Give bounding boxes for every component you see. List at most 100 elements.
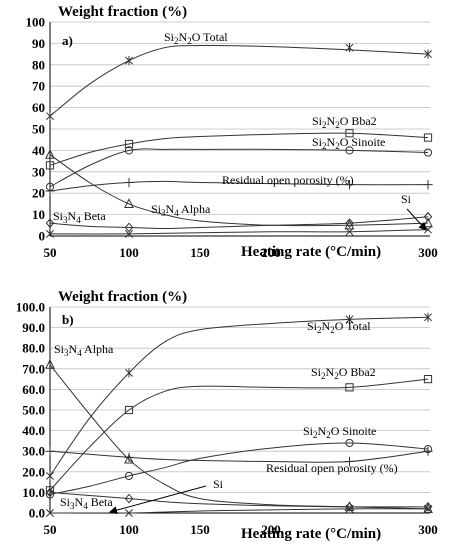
panel-b-y-tick-label: 20.0 [22,464,45,479]
panel-b-annotation-si3n4-alpha: Si3N4 Alpha [54,342,114,358]
panel-b-point-si [46,509,54,517]
panel-a-annotation-porosity: Residual open porosity (%) [222,173,354,187]
panel-b-y-tick-label: 50.0 [22,403,45,418]
panel-a-si-arrow [406,208,427,231]
panel-a-series-line-si [49,229,429,235]
panel-a-annotation-si2n2o-bba2: Si2N2O Bba2 [312,114,377,130]
panel-b-point-si2n2o-total [46,471,54,481]
panel-a-y-tick-label: 50 [32,122,45,137]
panel-a-point-si2n2o-total [345,43,354,53]
panel-a-x-tick-label: 150 [190,245,210,260]
panel-a-point-residual-open-porosity [124,177,134,188]
panel-b-point-si [345,504,354,513]
panel-b-y-tick-label: 30.0 [22,444,45,459]
panel-b-point-si2n2o-bba2 [345,383,354,392]
panel-a-point-si3n4-alpha [423,217,433,228]
panel-a: Weight fraction (%) 0 10 20 30 40 50 60 70 80 90 1… [26,4,438,260]
panel-a-x-tick-label: 100 [119,245,139,260]
panel-b-point-si2n2o-total [345,314,354,324]
panel-b-x-tick-label: 300 [418,522,438,537]
panel-a-point-residual-open-porosity [423,180,433,190]
panel-b-annotation-si2n2o-sinoite: Si2N2O Sinoite [303,424,376,440]
panel-a-x-axis-label: Heating rate (°C/min) [241,244,381,260]
panel-b: Weight fraction (%) 0.0 10.0 20.0 30.0 40.0 5… [16,289,438,542]
panel-a-y-tick-label: 70 [32,79,45,94]
panel-b-point-residual-open-porosity [423,446,433,456]
panel-a-point-si3n4-alpha [124,198,134,208]
panel-b-annotation-si3n4-beta: Si3N4 Beta [60,495,113,511]
panel-a-y-tick-label: 80 [32,57,45,72]
panel-a-series-line-si3n4-alpha [49,154,429,227]
panel-a-x-tick-label: 50 [44,245,57,260]
panel-a-y-tick-label: 90 [32,36,45,51]
panel-b-y-tick-label: 0.0 [29,506,45,521]
panel-b-point-si [125,509,133,517]
panel-a-y-tick-label: 30 [32,164,45,179]
panel-b-y-tick-label: 80.0 [22,341,45,356]
panel-a-series-line-si2n2o-total [49,45,429,117]
panel-b-series-line-si2n2o-sinoite [49,442,429,495]
panel-a-point-si [125,229,133,238]
panel-b-point-si2n2o-sinoite [124,471,134,481]
panel-a-point-si2n2o-total [424,49,432,59]
panel-b-title: Weight fraction (%) [58,289,187,305]
panel-a-y-tick-label: 10 [32,207,45,222]
panel-a-series-line-si2n2o-sinoite [49,148,429,188]
panel-a-point-si2n2o-bba2 [423,133,433,142]
panel-a-title: Weight fraction (%) [58,4,187,20]
panel-a-y-tick-label: 60 [32,100,45,115]
panel-a-point-si2n2o-bba2 [345,129,354,138]
panel-a-point-si [345,227,354,236]
panel-a-point-si3n4-alpha [45,148,55,159]
panel-b-point-si2n2o-bba2 [124,405,134,415]
panel-a-series-line-si2n2o-bba2 [49,132,429,166]
panel-a-point-si2n2o-bba2 [124,139,134,149]
panel-b-annotation-si: Si [213,477,224,491]
panel-a-point-si [46,229,54,238]
panel-b-x-tick-label: 200 [261,522,281,537]
panel-a-x-tick-label: 200 [261,245,281,260]
panel-b-point-residual-open-porosity [45,446,55,456]
panel-b-y-tick-label: 10.0 [22,485,45,500]
panel-b-y-tick-label: 90.0 [22,320,45,335]
panel-b-y-tick-label: 70.0 [22,361,45,376]
panel-a-annotation-si2n2o-sinoite: Si2N2O Sinoite [312,135,385,151]
panel-b-point-si [424,504,432,513]
panel-b-point-si2n2o-bba2 [45,486,55,495]
panel-a-x-tick-label: 300 [418,245,438,260]
panel-a-y-tick-label: 0 [39,229,46,244]
panel-a-y-tick-label: 40 [32,143,45,158]
panel-b-y-tick-label: 40.0 [22,423,45,438]
panel-a-annotation-si3n4-alpha: Si3N4 Alpha [151,202,211,218]
panel-a-series-line-si3n4-beta [49,216,429,230]
panel-b-annotation-si2n2o-bba2: Si2N2O Bba2 [311,365,376,381]
panel-a-y-tick-label: 100 [26,15,46,30]
panel-b-y-tick-label: 100.0 [16,300,45,315]
panel-a-point-si2n2o-sinoite [345,146,354,155]
panel-b-annotation-si2n2o-total: Si2N2O Total [307,319,371,335]
panel-b-x-tick-label: 100 [119,522,139,537]
panel-b-series-line-si2n2o-bba2 [49,378,429,491]
panel-b-point-si3n4-alpha [45,358,55,369]
panel-a-y-tick-label: 20 [32,186,45,201]
panel-a-point-residual-open-porosity [344,180,355,190]
panel-a-label: a) [62,33,73,48]
panel-b-series-line-si [49,508,429,514]
panel-b-point-si3n4-beta [124,493,134,504]
panel-a-point-si2n2o-total [125,55,133,66]
panel-a-annotation-si3n4-beta: Si3N4 Beta [53,209,106,225]
panel-a-point-si3n4-beta [45,218,55,229]
panel-a-point-si3n4-beta [345,218,354,229]
panel-b-point-si2n2o-bba2 [423,375,433,384]
panel-b-point-si2n2o-sinoite [45,490,55,499]
panel-a-point-si2n2o-sinoite [423,148,433,157]
panel-a-annotation-si: Si [401,192,412,206]
panel-b-point-si3n4-beta [423,501,433,512]
panel-b-annotation-porosity: Residual open porosity (%) [266,461,398,475]
panel-b-x-axis-label: Heating rate (°C/min) [241,526,381,542]
panel-a-point-si2n2o-sinoite [124,146,134,155]
panel-b-point-si3n4-beta [45,487,55,498]
panel-a-point-si3n4-beta [423,211,433,222]
